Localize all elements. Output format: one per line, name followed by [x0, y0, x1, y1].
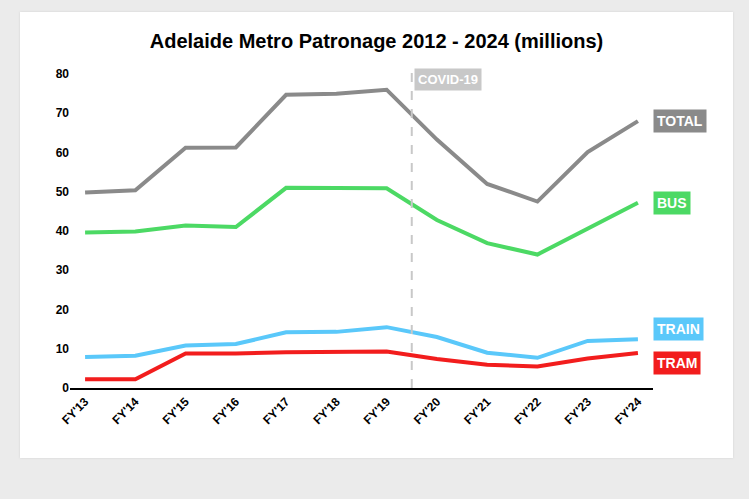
- svg-text:FY'21: FY'21: [461, 395, 493, 427]
- svg-text:0: 0: [62, 381, 69, 395]
- svg-text:TRAM: TRAM: [657, 355, 697, 371]
- svg-text:FY'19: FY'19: [361, 395, 393, 427]
- svg-text:FY'15: FY'15: [160, 395, 192, 427]
- svg-text:FY'18: FY'18: [311, 395, 343, 427]
- svg-text:TOTAL: TOTAL: [657, 113, 703, 129]
- svg-text:BUS: BUS: [657, 195, 687, 211]
- svg-text:40: 40: [56, 224, 70, 238]
- svg-text:70: 70: [56, 106, 70, 120]
- svg-text:FY'20: FY'20: [411, 395, 443, 427]
- svg-text:FY'16: FY'16: [210, 395, 242, 427]
- svg-text:FY'14: FY'14: [109, 395, 141, 427]
- svg-text:FY'23: FY'23: [562, 395, 594, 427]
- svg-text:30: 30: [56, 263, 70, 277]
- svg-text:10: 10: [56, 342, 70, 356]
- svg-text:50: 50: [56, 185, 70, 199]
- svg-text:20: 20: [56, 303, 70, 317]
- svg-text:TRAIN: TRAIN: [657, 321, 700, 337]
- svg-text:FY'24: FY'24: [612, 395, 644, 427]
- svg-text:FY'13: FY'13: [59, 395, 91, 427]
- svg-text:FY'17: FY'17: [260, 395, 292, 427]
- svg-text:Adelaide Metro Patronage 2012: Adelaide Metro Patronage 2012 - 2024 (mi…: [150, 30, 603, 52]
- svg-text:60: 60: [56, 146, 70, 160]
- svg-text:COVID-19: COVID-19: [418, 72, 478, 87]
- svg-text:80: 80: [56, 67, 70, 81]
- svg-text:FY'22: FY'22: [512, 395, 544, 427]
